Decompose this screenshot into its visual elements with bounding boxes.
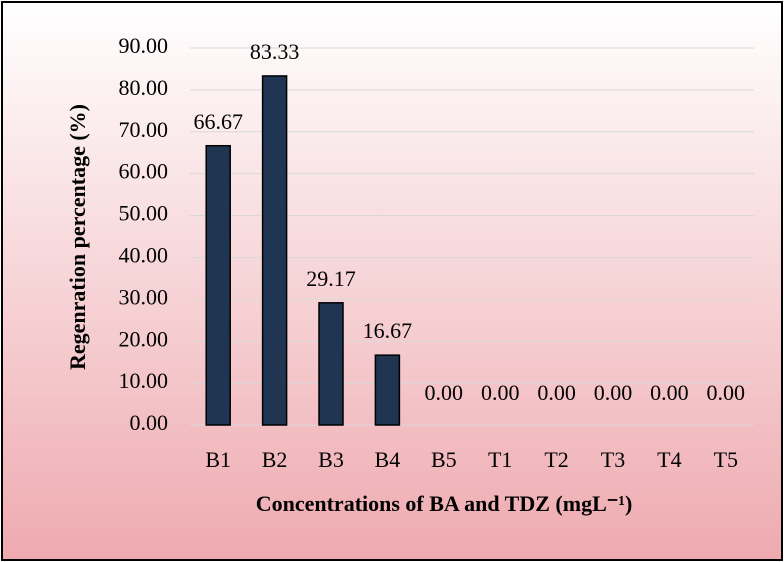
y-tick-label: 30.00 <box>119 284 169 309</box>
y-tick-label: 20.00 <box>119 326 169 351</box>
x-tick-label: B1 <box>205 447 231 472</box>
x-tick-label: T4 <box>657 447 681 472</box>
data-label: 29.17 <box>306 266 356 291</box>
bar <box>318 302 344 426</box>
y-tick-label: 10.00 <box>119 368 169 393</box>
y-tick-label: 60.00 <box>119 159 169 184</box>
data-label: 66.67 <box>193 109 243 134</box>
x-tick-label: T1 <box>488 447 512 472</box>
data-label: 0.00 <box>425 380 464 405</box>
x-tick-label: T2 <box>544 447 568 472</box>
x-tick-label: B4 <box>375 447 401 472</box>
y-tick-label: 80.00 <box>119 75 169 100</box>
y-tick-label: 0.00 <box>130 410 169 435</box>
data-label: 0.00 <box>481 380 520 405</box>
x-tick-label: T5 <box>714 447 738 472</box>
x-axis-label: Concentrations of BA and TDZ (mgL⁻¹) <box>256 491 633 516</box>
y-tick-label: 50.00 <box>119 201 169 226</box>
y-tick-label: 40.00 <box>119 242 169 267</box>
x-tick-label: B3 <box>318 447 344 472</box>
x-tick-label: B2 <box>262 447 288 472</box>
data-label: 16.67 <box>363 318 413 343</box>
y-axis-label: Regenration percentage (%) <box>65 104 90 370</box>
data-label: 0.00 <box>594 380 633 405</box>
bar <box>205 144 231 426</box>
y-tick-label: 90.00 <box>119 33 169 58</box>
data-label: 0.00 <box>537 380 576 405</box>
data-label: 0.00 <box>650 380 689 405</box>
data-label: 83.33 <box>250 39 300 64</box>
bar <box>261 75 288 426</box>
x-tick-label: B5 <box>431 447 457 472</box>
x-tick-label: T3 <box>601 447 625 472</box>
data-label: 0.00 <box>707 380 746 405</box>
bar <box>374 354 401 426</box>
y-tick-label: 70.00 <box>119 117 169 142</box>
